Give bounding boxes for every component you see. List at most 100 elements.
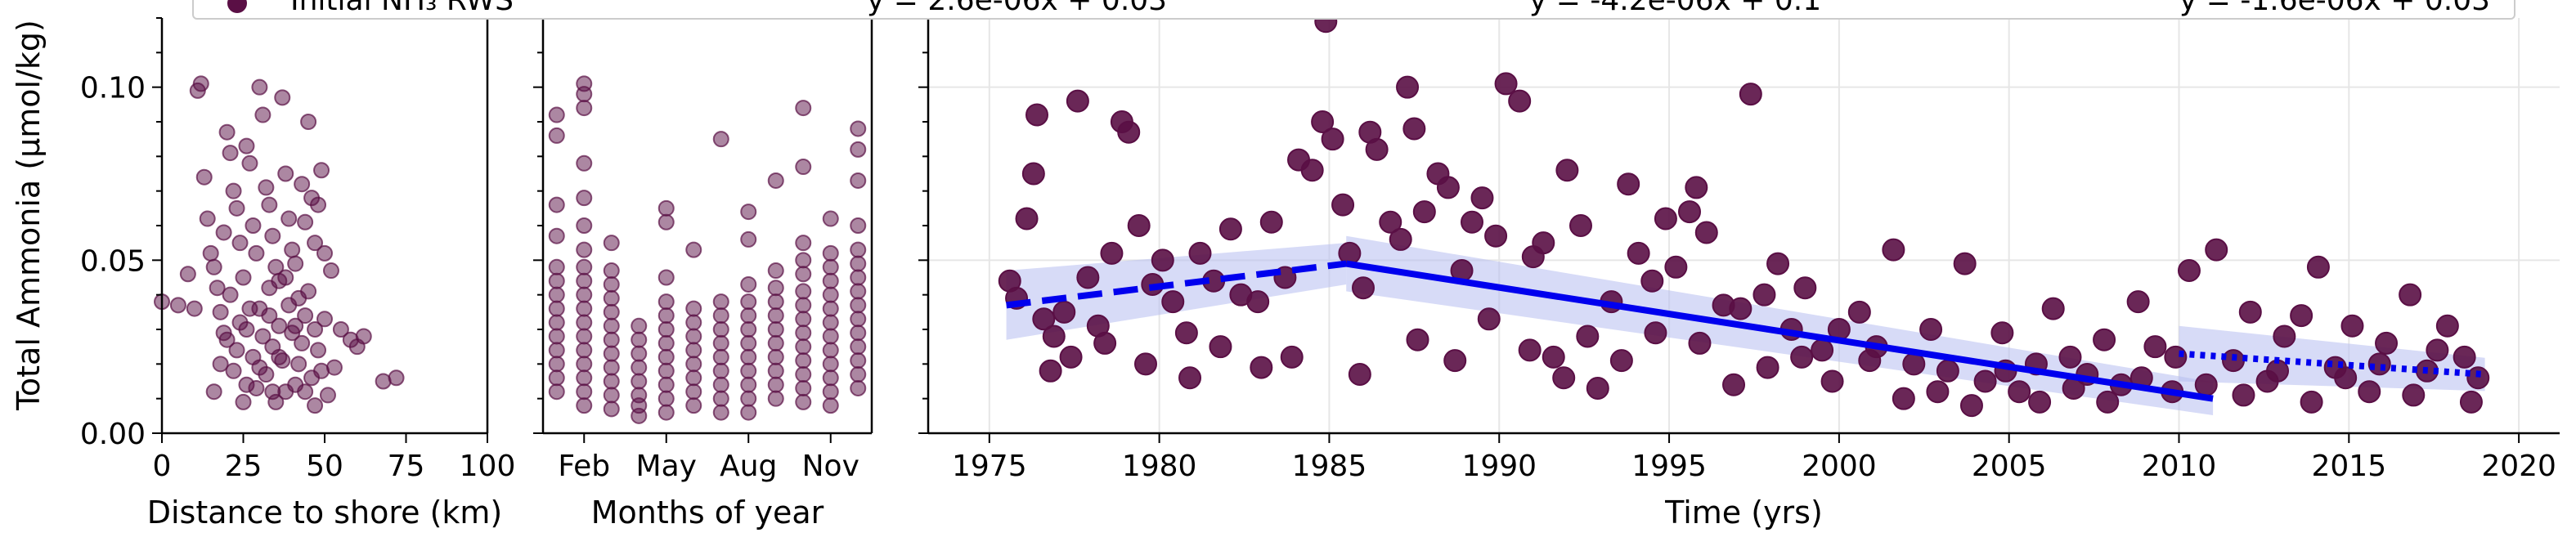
data-point — [2058, 345, 2082, 369]
data-point — [850, 120, 867, 137]
data-point — [795, 252, 812, 269]
data-point — [712, 376, 729, 393]
data-point — [264, 227, 281, 244]
data-point — [740, 293, 757, 311]
data-point — [1729, 297, 1752, 320]
data-point — [209, 280, 226, 297]
data-point — [850, 338, 867, 356]
data-point — [548, 300, 565, 317]
data-point — [2041, 297, 2065, 320]
data-point — [548, 342, 565, 359]
data-point — [767, 307, 784, 324]
data-point — [1379, 210, 1402, 234]
data-point — [1640, 269, 1664, 293]
data-point — [1093, 331, 1117, 355]
data-point — [740, 231, 757, 248]
data-point — [1032, 307, 1056, 331]
data-point — [1532, 231, 1555, 255]
data-point — [767, 262, 784, 280]
data-point — [576, 397, 593, 414]
data-point — [631, 345, 648, 362]
data-point — [576, 100, 593, 117]
data-point — [225, 182, 242, 199]
data-point — [1508, 89, 1532, 113]
data-point — [254, 328, 272, 345]
x-tick-label: 25 — [225, 450, 263, 483]
data-point — [822, 369, 839, 387]
data-point — [740, 390, 757, 407]
data-point — [1352, 276, 1375, 300]
data-point — [1161, 290, 1185, 314]
data-point — [313, 162, 330, 179]
data-point — [1436, 176, 1460, 199]
data-point — [548, 127, 565, 144]
data-point — [1127, 214, 1151, 237]
data-point — [795, 266, 812, 283]
data-point — [231, 235, 249, 252]
data-point — [657, 376, 675, 393]
data-point — [241, 300, 258, 317]
data-point — [1396, 75, 1420, 99]
data-point — [1936, 359, 1959, 383]
data-point — [248, 244, 265, 262]
data-point — [192, 75, 209, 92]
data-point — [822, 258, 839, 275]
data-point — [310, 196, 327, 213]
data-point — [576, 314, 593, 331]
data-point — [322, 262, 339, 280]
data-point — [2453, 345, 2476, 369]
data-point — [1246, 290, 1270, 314]
data-point — [1664, 255, 1688, 279]
x-tick-label: 50 — [306, 450, 343, 483]
panels: 0.00 0.05 0.10 0 25 50 75 100 Distance to shore … — [80, 10, 2560, 530]
data-point — [1576, 324, 1600, 348]
trend-line-2 — [1345, 260, 2214, 402]
y-tick-label: 0.00 — [80, 418, 146, 451]
data-point — [199, 210, 216, 227]
data-point — [264, 383, 281, 401]
data-point — [1338, 241, 1362, 265]
data-point — [332, 321, 349, 338]
data-point — [1025, 103, 1048, 127]
legend-label-trend-3: y = -1.6e-06x + 0.03 — [2179, 0, 2490, 17]
data-point — [712, 334, 729, 351]
data-point — [1076, 266, 1100, 289]
data-point — [2126, 290, 2150, 314]
data-point — [548, 286, 565, 303]
data-point — [685, 397, 702, 414]
data-point — [740, 275, 757, 293]
data-point — [548, 272, 565, 289]
data-point — [2334, 366, 2358, 390]
data-point — [850, 141, 867, 158]
data-point — [195, 168, 213, 186]
data-point — [767, 172, 784, 189]
data-point — [1902, 352, 1926, 376]
data-point — [2306, 255, 2330, 279]
data-point — [850, 379, 867, 396]
data-point — [215, 224, 232, 241]
data-point — [2375, 331, 2399, 355]
data-point — [850, 366, 867, 383]
data-point — [2399, 283, 2422, 307]
x-tick-label: 1995 — [1631, 450, 1707, 483]
data-point — [297, 213, 314, 231]
x-tick-label: 2010 — [2142, 450, 2217, 483]
data-point — [685, 383, 702, 401]
data-point — [245, 217, 262, 234]
data-point — [657, 362, 675, 379]
data-point — [822, 272, 839, 289]
x-axis-label: Months of year — [591, 495, 824, 530]
data-point — [2232, 383, 2255, 407]
data-point — [1311, 110, 1335, 133]
legend-frame — [192, 0, 2515, 20]
x-axis-label: Distance to shore (km) — [147, 495, 503, 530]
data-point — [850, 269, 867, 286]
data-point — [576, 369, 593, 387]
data-point — [1461, 210, 1483, 234]
data-point — [740, 376, 757, 393]
data-point — [822, 342, 839, 359]
data-point — [169, 297, 186, 314]
data-point — [277, 269, 294, 286]
data-point — [1685, 176, 1708, 199]
data-point — [297, 383, 314, 401]
